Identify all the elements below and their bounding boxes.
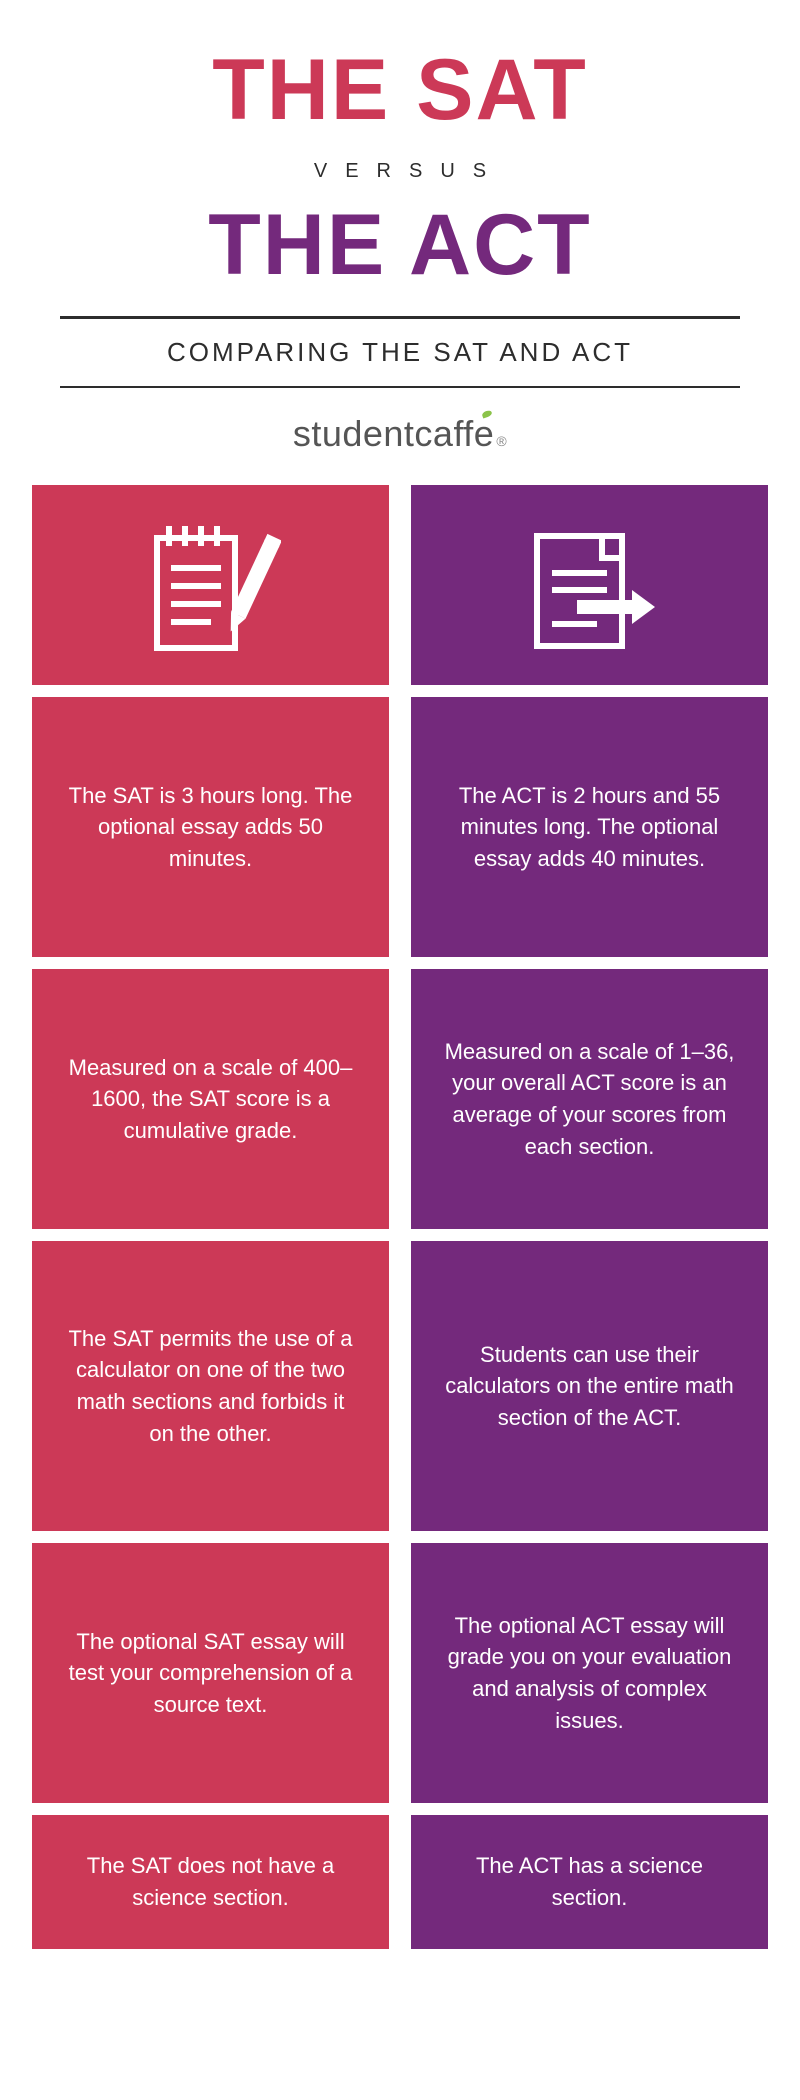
notepad-icon xyxy=(141,518,281,672)
divider-top xyxy=(60,316,740,319)
sat-science-cell: The SAT does not have a science section. xyxy=(32,1815,389,1949)
document-arrow-icon xyxy=(517,518,662,672)
sat-essay-cell: The optional SAT essay will test your co… xyxy=(32,1543,389,1803)
title-act: THE ACT xyxy=(60,205,740,287)
act-scoring-cell: Measured on a scale of 1–36, your overal… xyxy=(411,969,768,1229)
act-duration-cell: The ACT is 2 hours and 55 minutes long. … xyxy=(411,697,768,957)
sat-scoring-text: Measured on a scale of 400–1600, the SAT… xyxy=(62,1052,359,1148)
sat-calculator-text: The SAT permits the use of a calculator … xyxy=(62,1323,359,1451)
act-calculator-text: Students can use their calculators on th… xyxy=(441,1339,738,1435)
sat-icon-cell xyxy=(32,485,389,685)
brand-registered: ® xyxy=(496,433,507,449)
sat-essay-text: The optional SAT essay will test your co… xyxy=(62,1626,359,1722)
title-sat: THE SAT xyxy=(60,50,740,132)
act-column: The ACT is 2 hours and 55 minutes long. … xyxy=(411,485,768,1949)
act-scoring-text: Measured on a scale of 1–36, your overal… xyxy=(441,1036,738,1164)
sat-duration-cell: The SAT is 3 hours long. The optional es… xyxy=(32,697,389,957)
subtitle: COMPARING THE SAT AND ACT xyxy=(60,337,740,368)
act-duration-text: The ACT is 2 hours and 55 minutes long. … xyxy=(441,780,738,876)
brand-prefix: studentcaff xyxy=(293,413,474,454)
brand-logo: studentcaffe® xyxy=(60,413,740,455)
sat-scoring-cell: Measured on a scale of 400–1600, the SAT… xyxy=(32,969,389,1229)
act-calculator-cell: Students can use their calculators on th… xyxy=(411,1241,768,1531)
divider-bottom xyxy=(60,386,740,388)
act-essay-text: The optional ACT essay will grade you on… xyxy=(441,1610,738,1738)
header: THE SAT VERSUS THE ACT COMPARING THE SAT… xyxy=(0,0,800,485)
act-science-cell: The ACT has a science section. xyxy=(411,1815,768,1949)
brand-accent-e: e xyxy=(474,413,495,455)
sat-duration-text: The SAT is 3 hours long. The optional es… xyxy=(62,780,359,876)
sat-calculator-cell: The SAT permits the use of a calculator … xyxy=(32,1241,389,1531)
sat-science-text: The SAT does not have a science section. xyxy=(62,1850,359,1914)
act-essay-cell: The optional ACT essay will grade you on… xyxy=(411,1543,768,1803)
act-science-text: The ACT has a science section. xyxy=(441,1850,738,1914)
act-icon-cell xyxy=(411,485,768,685)
sat-column: The SAT is 3 hours long. The optional es… xyxy=(32,485,389,1949)
comparison-columns: The SAT is 3 hours long. The optional es… xyxy=(0,485,800,1989)
versus-label: VERSUS xyxy=(60,160,740,183)
